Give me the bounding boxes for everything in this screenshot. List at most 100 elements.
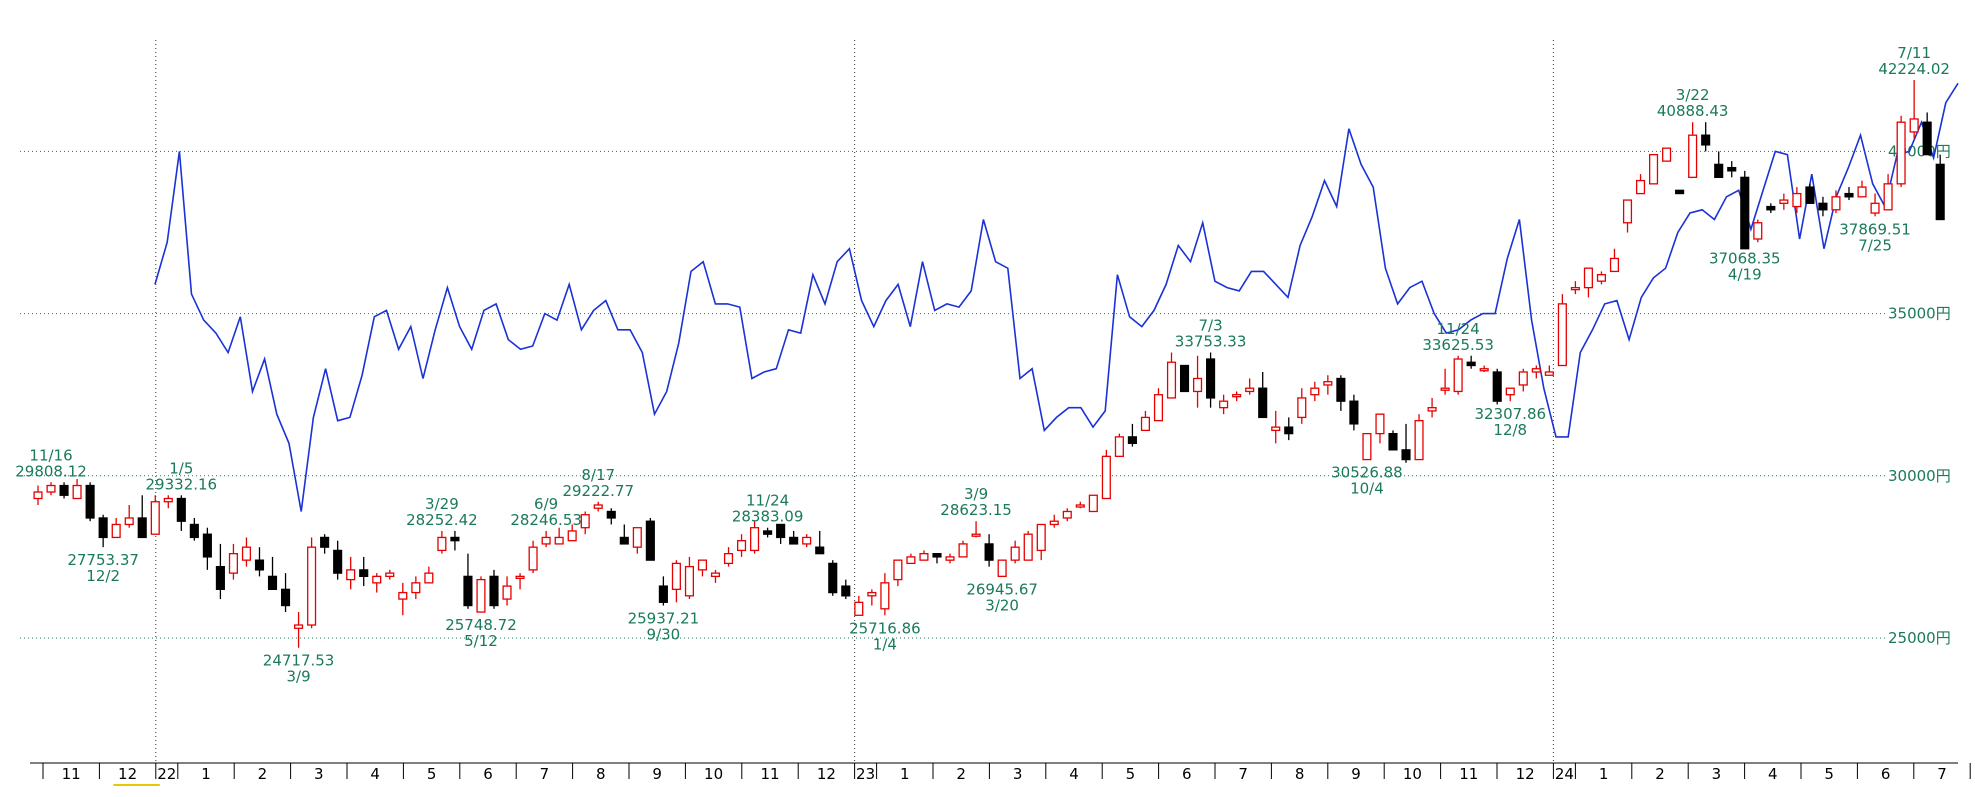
candle (85, 482, 95, 522)
candle-body (1375, 413, 1385, 435)
candle-body (1818, 202, 1828, 211)
annotation-date: 3/22 (1676, 86, 1710, 104)
candle (1232, 391, 1242, 402)
candle (1557, 294, 1567, 367)
month-label: 11 (760, 765, 779, 783)
candle (502, 576, 512, 606)
candle-body (1284, 426, 1294, 435)
candle-body (294, 624, 304, 629)
candle (124, 504, 134, 528)
candle-body (945, 556, 955, 561)
candle (1049, 514, 1059, 528)
annotation-date: 9/30 (647, 626, 681, 644)
month-label: 8 (596, 765, 606, 783)
candle-body (1662, 147, 1672, 162)
candle (241, 537, 252, 567)
candle-body (1101, 455, 1111, 500)
month-label: 8 (1295, 765, 1305, 783)
candle-body (1075, 504, 1085, 508)
month-label: 2 (956, 765, 966, 783)
y-tick-label: 35000円 (1888, 305, 1951, 323)
candle-body (1258, 387, 1268, 419)
candle-body (1088, 494, 1098, 513)
candle-body (1179, 364, 1190, 393)
candle (632, 527, 642, 554)
annotation-value: 30526.88 (1331, 464, 1403, 482)
candle (919, 550, 929, 561)
month-label: 7 (1238, 765, 1248, 783)
candle-body (1596, 274, 1607, 282)
candle-body (958, 543, 968, 558)
candle-body (463, 575, 473, 607)
candle (945, 553, 955, 564)
candle (1036, 523, 1046, 561)
candle-body (333, 549, 343, 574)
candle-body (723, 553, 734, 565)
candle-body (176, 497, 186, 522)
candle (867, 589, 877, 606)
candle-body (1114, 436, 1124, 457)
candle (1114, 433, 1124, 457)
grid-lines (20, 40, 1888, 763)
month-label: 4 (1069, 765, 1079, 783)
month-label: 3 (1013, 765, 1023, 783)
year-label: 24 (1555, 765, 1574, 783)
candle-body (1531, 368, 1541, 373)
candle-body (1336, 377, 1346, 402)
candle-body (606, 510, 616, 519)
candle-body (1870, 202, 1880, 214)
candle (619, 524, 629, 545)
candle (398, 582, 408, 616)
candle-body (1753, 222, 1763, 240)
candle (46, 482, 56, 496)
candle (1193, 355, 1203, 408)
candle (1609, 248, 1620, 273)
candle-body (1857, 186, 1867, 198)
candle-body (1062, 510, 1072, 519)
candle (1818, 196, 1828, 217)
month-label: 4 (370, 765, 380, 783)
month-label: 12 (1516, 765, 1535, 783)
candle-body (828, 562, 838, 594)
candle-body (1727, 166, 1737, 172)
candle-body (541, 536, 551, 545)
candle (1414, 414, 1424, 461)
candle-body (1271, 426, 1281, 432)
candle-body (46, 484, 56, 493)
candle (1245, 378, 1255, 395)
candle-body (1245, 387, 1255, 393)
candle (1349, 394, 1359, 431)
candle-body (1466, 361, 1476, 367)
candle (1453, 355, 1463, 395)
candle-body (398, 591, 408, 600)
candle (541, 530, 551, 548)
candle-body (450, 536, 460, 542)
month-label: 2 (1655, 765, 1665, 783)
candle (320, 534, 330, 554)
candle-body (1883, 183, 1893, 211)
candle-body (1310, 387, 1320, 396)
candle (228, 543, 238, 580)
annotation-value: 40888.43 (1657, 102, 1729, 120)
candle (841, 579, 851, 600)
annotation-value: 24717.53 (263, 652, 335, 670)
candle-body (580, 514, 590, 529)
candle (1701, 122, 1711, 152)
candle-body (163, 497, 173, 503)
candle (1596, 271, 1607, 285)
candle (1805, 183, 1815, 204)
candle-body (1557, 303, 1567, 367)
candle (294, 612, 304, 648)
candle-body (85, 484, 95, 519)
candle-body (1036, 523, 1046, 552)
candle-body (867, 591, 877, 597)
candle-body (1714, 163, 1724, 179)
candle-body (645, 520, 655, 561)
month-label: 6 (483, 765, 493, 783)
